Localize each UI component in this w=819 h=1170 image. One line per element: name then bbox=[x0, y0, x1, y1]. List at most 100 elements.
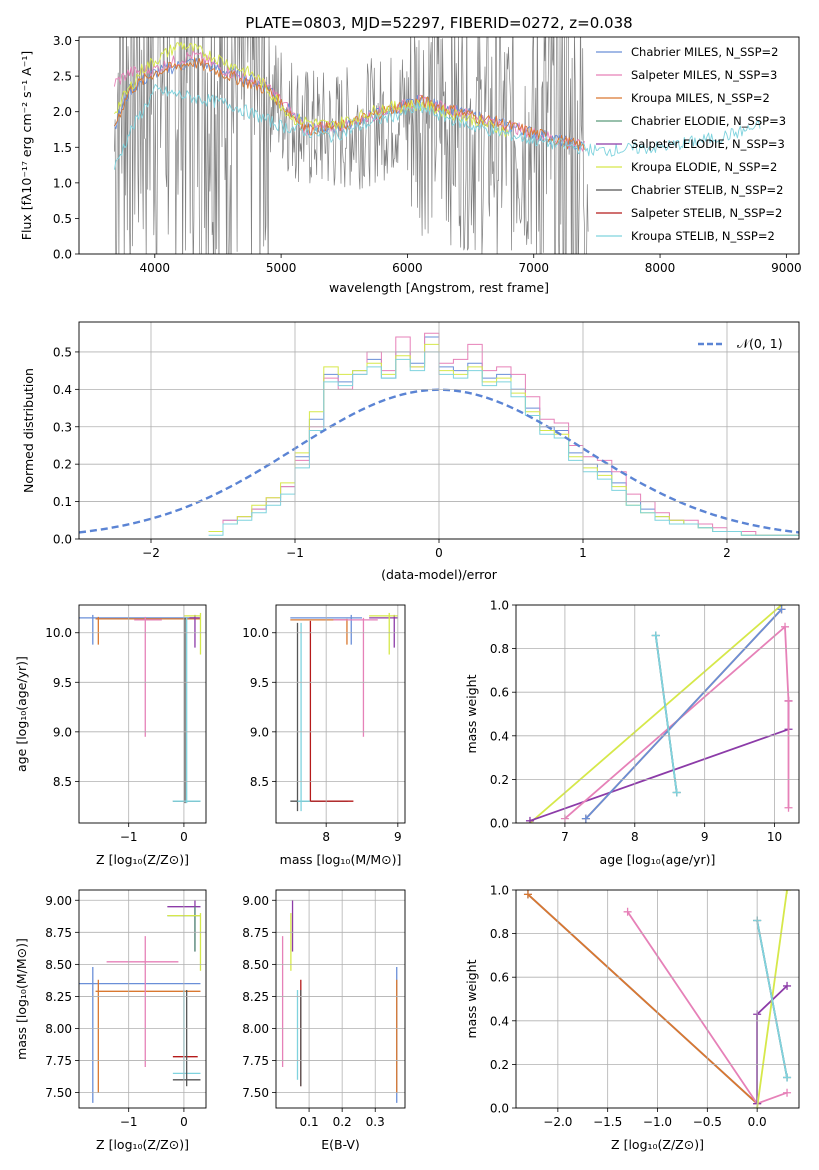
observed-spectrum bbox=[114, 37, 589, 254]
plot-area bbox=[525, 605, 793, 823]
legend-label-normal: 𝒩(0, 1) bbox=[737, 336, 783, 351]
y-tick-label: 8.25 bbox=[242, 990, 269, 1004]
x-tick-label: 0.2 bbox=[333, 1115, 352, 1129]
y-tick-label: 9.00 bbox=[242, 894, 269, 908]
y-tick-label: 8.00 bbox=[45, 1022, 72, 1036]
x-axis-label: Z [log₁₀(Z/Z⊙)] bbox=[96, 852, 189, 867]
weight-marker-salpeter_miles bbox=[784, 696, 793, 705]
y-tick-label: 7.75 bbox=[45, 1054, 72, 1068]
weight-marker-salpeter_elodie bbox=[783, 981, 792, 990]
panel-7: 0.1 0.2 0.3 7.50 7.75 8.00 8.25 8.50 8.75 9.00 E(B… bbox=[242, 889, 406, 1152]
panel-5: 7 8 9 10 0.0 0.2 0.4 0.6 0.8 1.0 age [log₁₀(age/yr… bbox=[464, 599, 800, 867]
y-tick-label: 0.4 bbox=[490, 729, 509, 743]
plot-area bbox=[523, 890, 792, 1108]
x-tick-label: 8000 bbox=[645, 261, 676, 275]
y-tick-label: 7.50 bbox=[45, 1086, 72, 1100]
x-tick-label: 8 bbox=[322, 830, 330, 844]
y-tick-label: 8.5 bbox=[53, 775, 72, 789]
x-tick-label: 8 bbox=[631, 830, 639, 844]
y-tick-label: 9.0 bbox=[250, 725, 269, 739]
weight-marker-kroupa_stelib bbox=[672, 788, 681, 797]
panel-6: −1 0 7.50 7.75 8.00 8.25 8.50 8.75 9.00 Z [log₁₀(… bbox=[14, 889, 207, 1152]
y-tick-label: 0.6 bbox=[490, 686, 509, 700]
plot-area bbox=[79, 612, 202, 804]
x-axis-label: age [log₁₀(age/yr)] bbox=[600, 852, 716, 867]
weight-line-kroupa_stelib bbox=[654, 635, 678, 793]
x-tick-label: 0.0 bbox=[748, 1115, 767, 1129]
y-tick-label: 0.5 bbox=[53, 345, 72, 359]
model-spectrum-kroupa_miles bbox=[114, 57, 585, 151]
y-tick-label: 2.5 bbox=[53, 70, 72, 84]
x-tick-label: 0 bbox=[180, 1115, 188, 1129]
y-tick-label: 10.0 bbox=[242, 626, 269, 640]
weight-line-kroupa_stelib bbox=[756, 920, 788, 1078]
y-tick-label: 1.0 bbox=[490, 884, 509, 898]
axes-frame bbox=[515, 889, 800, 1109]
x-tick-label: 0 bbox=[435, 546, 443, 560]
weight-marker-chabrier_miles bbox=[581, 814, 590, 823]
axes-frame bbox=[78, 36, 800, 255]
y-tick-label: 0.5 bbox=[53, 212, 72, 226]
x-tick-label: −2.0 bbox=[543, 1115, 572, 1129]
legend-label-salpeter_miles: Salpeter MILES, N_SSP=3 bbox=[631, 68, 777, 82]
x-tick-label: 0.1 bbox=[300, 1115, 319, 1129]
y-tick-label: 9.0 bbox=[53, 725, 72, 739]
x-tick-label: 9000 bbox=[771, 261, 802, 275]
axes-frame bbox=[78, 321, 800, 540]
weight-marker-salpeter_miles bbox=[783, 1088, 792, 1097]
weight-marker-chabrier_miles bbox=[777, 605, 786, 614]
weight-marker-salpeter_miles bbox=[623, 907, 632, 916]
x-tick-label: −1 bbox=[120, 1115, 138, 1129]
model-spectrum-kroupa_elodie bbox=[114, 41, 509, 138]
legend-label-kroupa_miles: Kroupa MILES, N_SSP=2 bbox=[631, 91, 770, 105]
x-tick-label: 1 bbox=[579, 546, 587, 560]
y-axis-label: Flux [fλ10⁻¹⁷ erg cm⁻² s⁻¹ A⁻¹] bbox=[19, 51, 34, 240]
histogram-kroupa_elodie bbox=[208, 343, 799, 536]
y-tick-label: 1.5 bbox=[53, 141, 72, 155]
legend-label-kroupa_stelib: Kroupa STELIB, N_SSP=2 bbox=[631, 229, 775, 243]
y-tick-label: 0.4 bbox=[490, 1014, 509, 1028]
x-tick-label: 9 bbox=[701, 830, 709, 844]
x-tick-label: 7 bbox=[561, 830, 569, 844]
chart-title: PLATE=0803, MJD=52297, FIBERID=0272, z=0… bbox=[245, 14, 632, 32]
y-tick-label: 8.00 bbox=[242, 1022, 269, 1036]
legend: Chabrier MILES, N_SSP=2 Salpeter MILES, N… bbox=[596, 45, 786, 243]
y-tick-label: 0.2 bbox=[53, 458, 72, 472]
axes-frame bbox=[275, 889, 406, 1109]
weight-marker-salpeter_miles bbox=[781, 622, 790, 631]
legend-label-kroupa_elodie: Kroupa ELODIE, N_SSP=2 bbox=[631, 160, 777, 174]
y-tick-label: 8.50 bbox=[45, 958, 72, 972]
y-tick-label: 0.2 bbox=[490, 773, 509, 787]
y-tick-label: 8.5 bbox=[250, 775, 269, 789]
y-tick-label: 0.0 bbox=[490, 817, 509, 831]
x-tick-label: −1 bbox=[286, 546, 304, 560]
weight-line-salpeter_elodie bbox=[529, 700, 790, 822]
x-axis-label: E(B-V) bbox=[321, 1137, 360, 1152]
y-tick-label: 8.75 bbox=[45, 926, 72, 940]
x-tick-label: 0 bbox=[180, 830, 188, 844]
axes-frame bbox=[515, 604, 800, 824]
weight-marker-salpeter_elodie bbox=[525, 816, 534, 823]
x-axis-label: Z [log₁₀(Z/Z⊙)] bbox=[96, 1137, 189, 1152]
x-tick-label: −1.5 bbox=[593, 1115, 622, 1129]
legend-label-chabrier_elodie: Chabrier ELODIE, N_SSP=3 bbox=[631, 114, 786, 128]
axes-frame bbox=[78, 889, 207, 1109]
y-tick-label: 7.75 bbox=[242, 1054, 269, 1068]
y-axis-label: Normed distribution bbox=[21, 368, 36, 493]
weight-line-kroupa_miles bbox=[527, 893, 758, 1105]
x-axis-label: Z [log₁₀(Z/Z⊙)] bbox=[611, 1137, 704, 1152]
x-tick-label: −1 bbox=[120, 830, 138, 844]
x-tick-label: 0.3 bbox=[366, 1115, 385, 1129]
model-spectrum-kroupa_stelib bbox=[113, 83, 761, 170]
x-tick-label: −1.0 bbox=[643, 1115, 672, 1129]
x-axis-label: wavelength [Angstrom, rest frame] bbox=[329, 280, 549, 295]
y-tick-label: 0.1 bbox=[53, 495, 72, 509]
y-tick-label: 10.0 bbox=[45, 626, 72, 640]
histogram-salpeter_miles bbox=[208, 332, 799, 536]
y-axis-label: mass weight bbox=[464, 674, 479, 753]
y-tick-label: 0.4 bbox=[53, 383, 72, 397]
histogram-kroupa_stelib bbox=[208, 351, 799, 536]
y-tick-label: 0.0 bbox=[490, 1102, 509, 1116]
y-tick-label: 1.0 bbox=[53, 176, 72, 190]
